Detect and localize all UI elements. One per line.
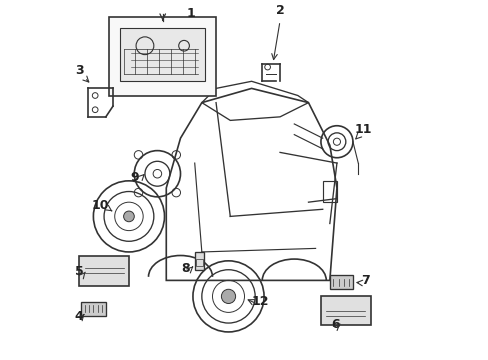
Bar: [194, 252, 203, 270]
Bar: [120, 28, 205, 81]
Text: 4: 4: [74, 310, 82, 323]
Text: 7: 7: [360, 274, 369, 287]
Bar: [195, 259, 202, 266]
Text: 2: 2: [275, 4, 284, 17]
Text: 9: 9: [130, 171, 138, 184]
Text: 11: 11: [354, 123, 371, 136]
Text: 10: 10: [92, 199, 109, 212]
Text: 12: 12: [251, 295, 269, 308]
Bar: [322, 181, 336, 202]
Text: 6: 6: [330, 318, 339, 332]
Circle shape: [123, 211, 134, 222]
Text: 1: 1: [186, 7, 195, 20]
Bar: [329, 275, 352, 289]
Text: 5: 5: [75, 265, 83, 278]
FancyBboxPatch shape: [79, 256, 129, 286]
Text: 8: 8: [181, 261, 190, 275]
Circle shape: [221, 289, 235, 303]
Bar: [81, 302, 105, 316]
FancyBboxPatch shape: [320, 296, 370, 325]
FancyBboxPatch shape: [109, 17, 216, 95]
Text: 3: 3: [75, 64, 83, 77]
